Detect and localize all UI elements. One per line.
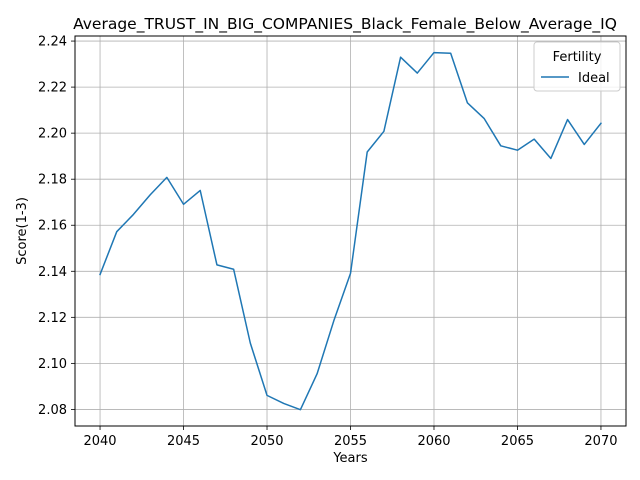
- x-tick-label: 2060: [417, 434, 450, 449]
- y-tick-label: 2.10: [38, 357, 67, 372]
- y-tick-label: 2.08: [38, 403, 67, 418]
- x-axis-title: Years: [332, 451, 368, 466]
- legend-title: Fertility: [553, 50, 602, 65]
- y-tick-label: 2.22: [38, 81, 67, 96]
- x-tick-label: 2040: [83, 434, 116, 449]
- legend: Fertility Ideal: [533, 41, 621, 92]
- y-tick-label: 2.20: [38, 127, 67, 142]
- x-tick-label: 2050: [250, 434, 283, 449]
- series-lines: [99, 51, 603, 411]
- x-tick-label: 2070: [584, 434, 617, 449]
- y-tick-label: 2.24: [38, 35, 67, 50]
- x-tick-label: 2055: [334, 434, 367, 449]
- axis-ticks: 2040 2045 2050 2055 2060 2065 2070 2.08 2.10 2.12…: [38, 35, 617, 449]
- chart-title: Average_TRUST_IN_BIG_COMPANIES_Black_Fem…: [73, 15, 617, 34]
- y-tick-label: 2.12: [38, 311, 67, 326]
- legend-box: [533, 41, 621, 92]
- x-tick-label: 2065: [501, 434, 534, 449]
- series-line-ideal: [99, 51, 603, 411]
- y-tick-label: 2.14: [38, 265, 67, 280]
- x-tick-label: 2045: [167, 434, 200, 449]
- y-tick-label: 2.16: [38, 219, 67, 234]
- y-tick-label: 2.18: [38, 173, 67, 188]
- legend-label-ideal: Ideal: [578, 71, 610, 86]
- y-axis-title: Score(1-3): [15, 197, 30, 265]
